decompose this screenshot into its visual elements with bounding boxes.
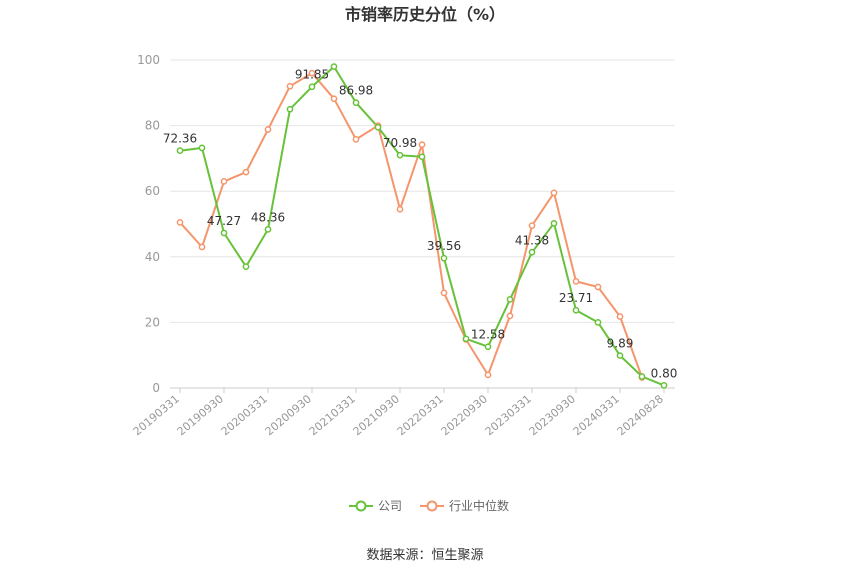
data-label: 39.56 bbox=[427, 239, 461, 253]
data-label: 9.89 bbox=[607, 337, 634, 351]
data-point bbox=[484, 343, 492, 351]
data-point bbox=[638, 373, 646, 380]
series-points bbox=[176, 63, 668, 389]
series-line-公司 bbox=[179, 65, 665, 387]
data-point bbox=[462, 335, 470, 343]
data-point bbox=[572, 306, 580, 314]
data-label: 91.85 bbox=[295, 68, 329, 82]
data-point bbox=[220, 229, 228, 237]
data-point bbox=[396, 205, 404, 213]
x-tick-label: 20210331 bbox=[307, 392, 358, 438]
legend-label: 公司 bbox=[378, 499, 402, 513]
data-labels: 72.36 47.27 48.36 91.85 86.98 70.98 39.56 12.58… bbox=[163, 68, 678, 381]
data-point bbox=[352, 136, 360, 143]
legend-label: 行业中位数 bbox=[449, 498, 509, 513]
data-point bbox=[396, 151, 404, 159]
x-tick-label: 20210930 bbox=[351, 392, 402, 438]
data-point bbox=[198, 144, 206, 152]
data-label: 41.38 bbox=[515, 233, 549, 247]
data-point bbox=[528, 248, 536, 256]
series-lines bbox=[179, 65, 665, 387]
y-tick-label: 60 bbox=[145, 184, 160, 198]
data-point bbox=[506, 312, 514, 320]
data-label: 0.80 bbox=[651, 366, 678, 380]
data-point bbox=[528, 222, 536, 229]
x-tick-label: 20190930 bbox=[175, 392, 226, 438]
data-point bbox=[308, 69, 316, 77]
data-point bbox=[286, 82, 294, 90]
y-tick-label: 100 bbox=[137, 53, 160, 67]
data-point bbox=[594, 283, 602, 291]
data-label: 70.98 bbox=[383, 136, 417, 150]
x-tick-label: 20240331 bbox=[571, 392, 622, 438]
data-label: 72.36 bbox=[163, 132, 197, 146]
data-point bbox=[352, 99, 360, 107]
chart-title: 市销率历史分位（%） bbox=[345, 5, 505, 24]
data-point bbox=[308, 83, 316, 91]
y-tick-label: 80 bbox=[145, 119, 160, 133]
data-point bbox=[660, 382, 668, 389]
data-label: 23.71 bbox=[559, 291, 593, 305]
grid-lines bbox=[170, 59, 675, 323]
data-point bbox=[264, 126, 272, 133]
data-point bbox=[286, 105, 294, 113]
data-point bbox=[616, 313, 624, 320]
y-tick-label: 20 bbox=[145, 315, 160, 329]
data-point bbox=[176, 147, 184, 155]
x-axis: 2019033120190930202003312020093020210331… bbox=[131, 387, 675, 438]
data-point bbox=[242, 263, 250, 270]
data-point bbox=[176, 219, 184, 226]
x-tick-label: 20200930 bbox=[263, 392, 314, 438]
data-point bbox=[264, 226, 272, 233]
data-point bbox=[418, 141, 426, 148]
data-point bbox=[572, 278, 580, 285]
data-point bbox=[242, 168, 250, 176]
x-tick-label: 20230930 bbox=[527, 392, 578, 438]
y-axis-ticks: 0 20 40 60 80 100 bbox=[137, 53, 160, 395]
data-point bbox=[550, 219, 558, 227]
legend: 公司 行业中位数 bbox=[349, 498, 509, 513]
x-tick-label: 20240828 bbox=[615, 392, 666, 438]
data-point bbox=[330, 63, 338, 70]
data-point bbox=[374, 123, 382, 131]
y-tick-label: 40 bbox=[145, 250, 160, 264]
y-tick-label: 0 bbox=[152, 381, 160, 395]
series-line-行业中位数 bbox=[179, 72, 643, 378]
data-point bbox=[418, 153, 426, 161]
data-label: 12.58 bbox=[471, 328, 505, 342]
data-point bbox=[594, 319, 602, 326]
data-label: 86.98 bbox=[339, 84, 373, 98]
legend-marker bbox=[426, 500, 438, 512]
x-tick-label: 20220331 bbox=[395, 392, 446, 438]
data-point bbox=[484, 371, 492, 379]
data-label: 48.36 bbox=[251, 210, 285, 224]
data-point bbox=[330, 95, 338, 103]
data-point bbox=[440, 289, 448, 297]
legend-marker bbox=[355, 500, 367, 512]
data-point bbox=[198, 243, 206, 251]
data-point bbox=[220, 178, 228, 185]
data-source: 数据来源：恒生聚源 bbox=[366, 548, 483, 563]
x-tick-label: 20200331 bbox=[219, 392, 270, 438]
data-point bbox=[616, 352, 624, 359]
data-point bbox=[506, 296, 514, 303]
x-tick-label: 20190331 bbox=[131, 392, 182, 438]
data-point bbox=[550, 189, 558, 197]
x-tick-label: 20220930 bbox=[439, 392, 490, 438]
data-point bbox=[440, 254, 448, 262]
data-label: 47.27 bbox=[207, 214, 241, 228]
x-tick-label: 20230331 bbox=[483, 392, 534, 438]
